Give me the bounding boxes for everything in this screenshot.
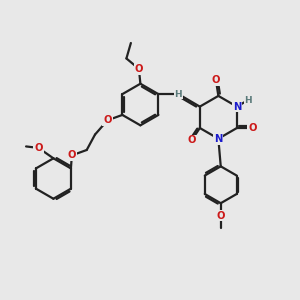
Text: N: N: [233, 102, 241, 112]
Text: O: O: [103, 115, 112, 125]
Text: H: H: [244, 96, 252, 105]
Text: O: O: [212, 76, 220, 85]
Text: N: N: [233, 102, 241, 112]
Text: N: N: [233, 102, 241, 112]
Text: O: O: [217, 211, 225, 221]
Text: N: N: [214, 134, 223, 144]
Text: H: H: [175, 90, 182, 99]
Text: O: O: [135, 64, 143, 74]
Text: O: O: [68, 150, 76, 160]
Text: O: O: [34, 143, 43, 153]
Text: O: O: [248, 123, 256, 133]
Text: N: N: [214, 134, 223, 144]
Text: O: O: [187, 136, 196, 146]
